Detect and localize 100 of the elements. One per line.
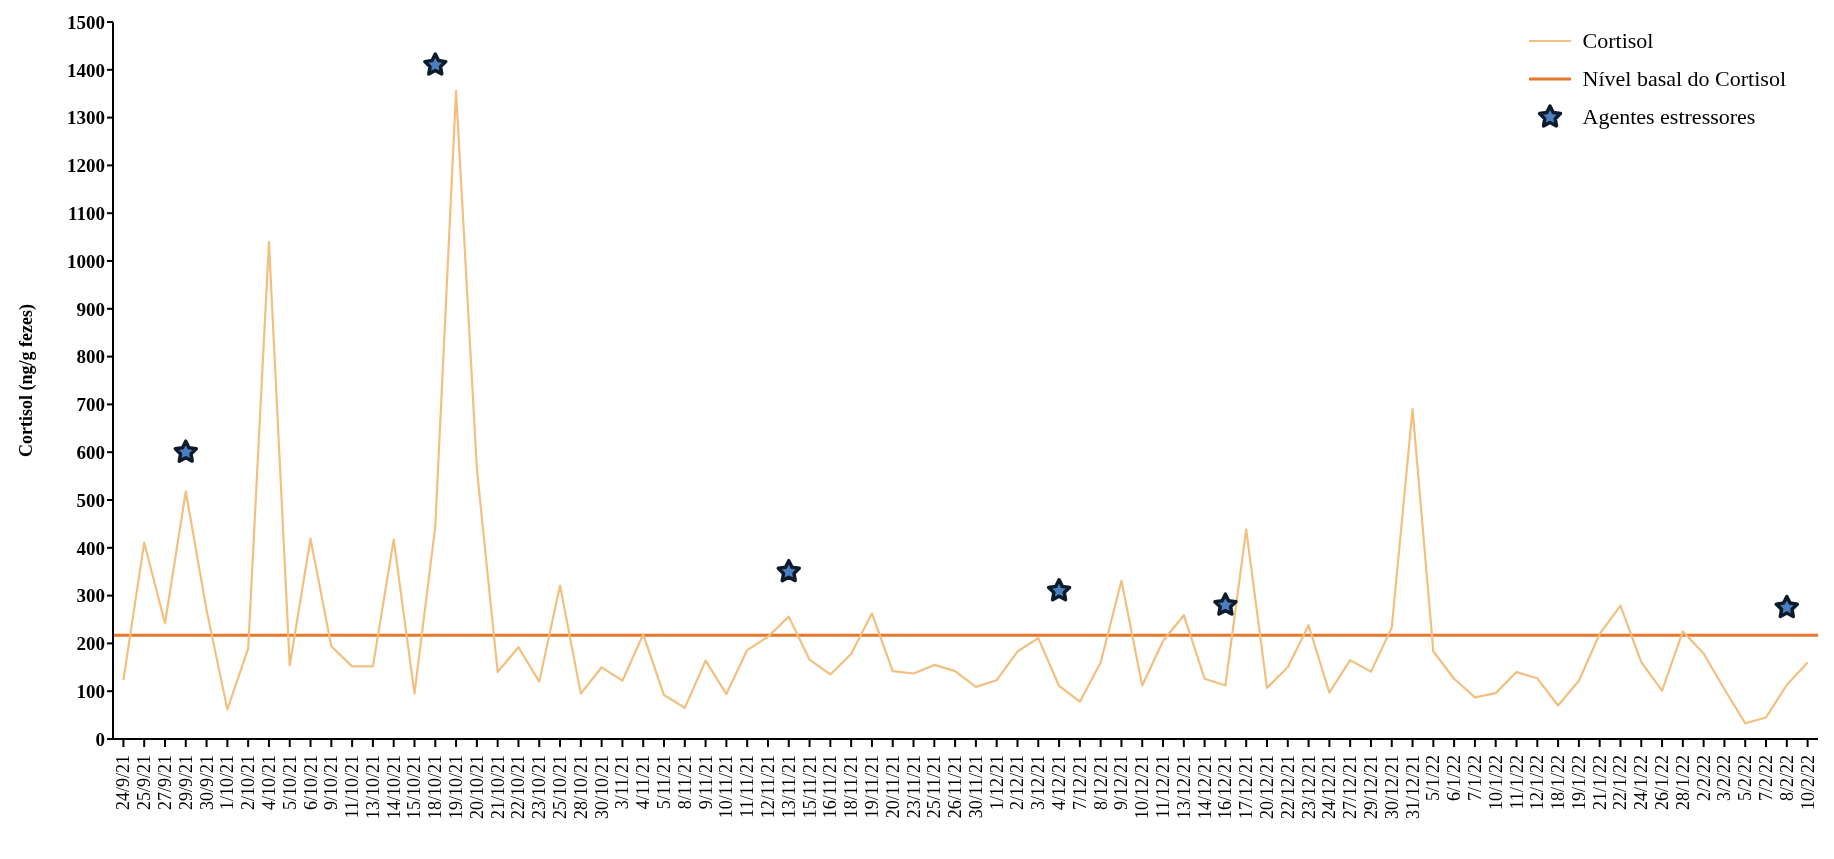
y-tick-label: 1000 (67, 250, 105, 272)
x-tick-label: 23/10/21 (529, 755, 550, 820)
x-tick-label: 29/12/21 (1360, 755, 1381, 820)
y-tick-label: 400 (76, 537, 105, 559)
x-tick-label: 22/1/22 (1610, 755, 1631, 811)
x-tick-label: 13/10/21 (362, 755, 383, 820)
x-tick-label: 25/10/21 (550, 755, 571, 820)
y-tick-label: 1500 (67, 11, 105, 33)
x-tick-label: 16/11/21 (820, 755, 841, 819)
x-tick-label: 1/10/21 (217, 755, 238, 811)
x-tick-label: 31/12/21 (1402, 755, 1423, 820)
x-tick-label: 8/12/21 (1090, 755, 1111, 811)
x-tick-label: 3/12/21 (1028, 755, 1049, 811)
x-tick-label: 8/11/21 (674, 755, 695, 810)
x-tick-label: 26/11/21 (945, 755, 966, 819)
x-tick-label: 2/2/22 (1693, 755, 1714, 802)
x-tick-label: 27/9/21 (154, 755, 175, 811)
x-tick-label: 22/10/21 (508, 755, 529, 820)
x-tick-label: 4/11/21 (633, 755, 654, 810)
y-tick-label: 700 (76, 394, 105, 416)
x-tick-label: 15/11/21 (799, 755, 820, 819)
x-tick-label: 28/1/22 (1672, 755, 1693, 811)
x-tick-label: 8/2/22 (1776, 755, 1797, 802)
x-tick-label: 20/12/21 (1256, 755, 1277, 820)
x-tick-label: 25/11/21 (924, 755, 945, 819)
y-tick-label: 100 (76, 680, 105, 702)
x-tick-label: 23/11/21 (903, 755, 924, 819)
x-tick-label: 5/10/21 (279, 755, 300, 811)
x-tick-label: 25/9/21 (134, 755, 155, 811)
x-tick-label: 26/1/22 (1652, 755, 1673, 811)
y-tick-label: 500 (76, 489, 105, 511)
x-tick-label: 14/12/21 (1194, 755, 1215, 820)
x-tick-label: 3/2/22 (1714, 755, 1735, 802)
line-series (122, 89, 1809, 725)
x-tick-label: 13/11/21 (778, 755, 799, 819)
x-tick-label: 7/2/22 (1756, 755, 1777, 802)
x-tick-label: 30/10/21 (591, 755, 612, 820)
x-tick-label: 19/10/21 (446, 755, 467, 820)
x-tick-label: 30/11/21 (965, 755, 986, 819)
x-tick-label: 2/12/21 (1007, 755, 1028, 811)
x-tick-label: 20/10/21 (466, 755, 487, 820)
legend-label: Cortisol (1582, 28, 1654, 54)
x-tick-label: 24/1/22 (1631, 755, 1652, 811)
x-tick-label: 10/2/22 (1797, 755, 1818, 811)
x-tick-label: 17/12/21 (1236, 755, 1257, 820)
x-tick-label: 21/10/21 (487, 755, 508, 820)
x-tick-label: 10/1/22 (1485, 755, 1506, 811)
x-tick-label: 5/11/21 (654, 755, 675, 810)
x-tick-label: 5/2/22 (1735, 755, 1756, 802)
x-tick-label: 18/1/22 (1548, 755, 1569, 811)
x-tick-label: 19/1/22 (1568, 755, 1589, 811)
x-tick-label: 23/12/21 (1298, 755, 1319, 820)
x-tick-label: 4/10/21 (258, 755, 279, 811)
x-tick-label: 16/12/21 (1215, 755, 1236, 820)
y-tick-label: 0 (95, 728, 105, 750)
legend-label: Nível basal do Cortisol (1582, 66, 1786, 92)
x-tick-label: 18/10/21 (425, 755, 446, 820)
x-tick-label: 22/12/21 (1277, 755, 1298, 820)
x-tick-label: 9/12/21 (1111, 755, 1132, 811)
y-axis-title: Cortisol (ng/g fezes) (16, 304, 38, 457)
y-tick-label: 600 (76, 441, 105, 463)
x-tick-label: 11/12/21 (1153, 755, 1174, 819)
y-tick-label: 200 (76, 633, 105, 655)
x-tick-label: 9/10/21 (321, 755, 342, 811)
x-tick-label: 11/10/21 (342, 755, 363, 819)
x-tick-label: 4/12/21 (1049, 755, 1070, 811)
legend-label: Agentes estressores (1582, 104, 1756, 130)
x-tick-label: 11/1/22 (1506, 755, 1527, 810)
x-tick-label: 10/12/21 (1132, 755, 1153, 820)
y-tick-label: 1300 (67, 107, 105, 129)
x-tick-label: 6/1/22 (1444, 755, 1465, 802)
x-tick-label: 28/10/21 (570, 755, 591, 820)
x-tick-label: 1/12/21 (986, 755, 1007, 811)
y-tick-label: 800 (76, 346, 105, 368)
x-tick-label: 3/11/21 (612, 755, 633, 810)
x-tick-label: 5/1/22 (1423, 755, 1444, 802)
x-tick-label: 6/10/21 (300, 755, 321, 811)
x-tick-label: 24/12/21 (1319, 755, 1340, 820)
x-tick-label: 12/11/21 (757, 755, 778, 819)
x-tick-label: 2/10/21 (238, 755, 259, 811)
y-tick-label: 1400 (67, 59, 105, 81)
x-tick-label: 18/11/21 (841, 755, 862, 819)
x-tick-label: 12/1/22 (1527, 755, 1548, 811)
x-tick-label: 7/12/21 (1069, 755, 1090, 811)
x-tick-label: 20/11/21 (882, 755, 903, 819)
x-tick-label: 10/11/21 (716, 755, 737, 819)
x-tick-label: 29/9/21 (175, 755, 196, 811)
y-tick-label: 1100 (68, 202, 105, 224)
x-tick-label: 11/11/21 (737, 755, 758, 818)
y-tick-label: 300 (76, 585, 105, 607)
x-tick-label: 27/12/21 (1340, 755, 1361, 820)
x-tick-label: 19/11/21 (861, 755, 882, 819)
y-tick-label: 900 (76, 298, 105, 320)
x-tick-label: 9/11/21 (695, 755, 716, 810)
x-tick-label: 30/12/21 (1381, 755, 1402, 820)
x-tick-label: 30/9/21 (196, 755, 217, 811)
y-tick-label: 1200 (67, 155, 105, 177)
x-tick-label: 7/1/22 (1464, 755, 1485, 802)
x-tick-label: 13/12/21 (1173, 755, 1194, 820)
x-tick-label: 14/10/21 (383, 755, 404, 820)
